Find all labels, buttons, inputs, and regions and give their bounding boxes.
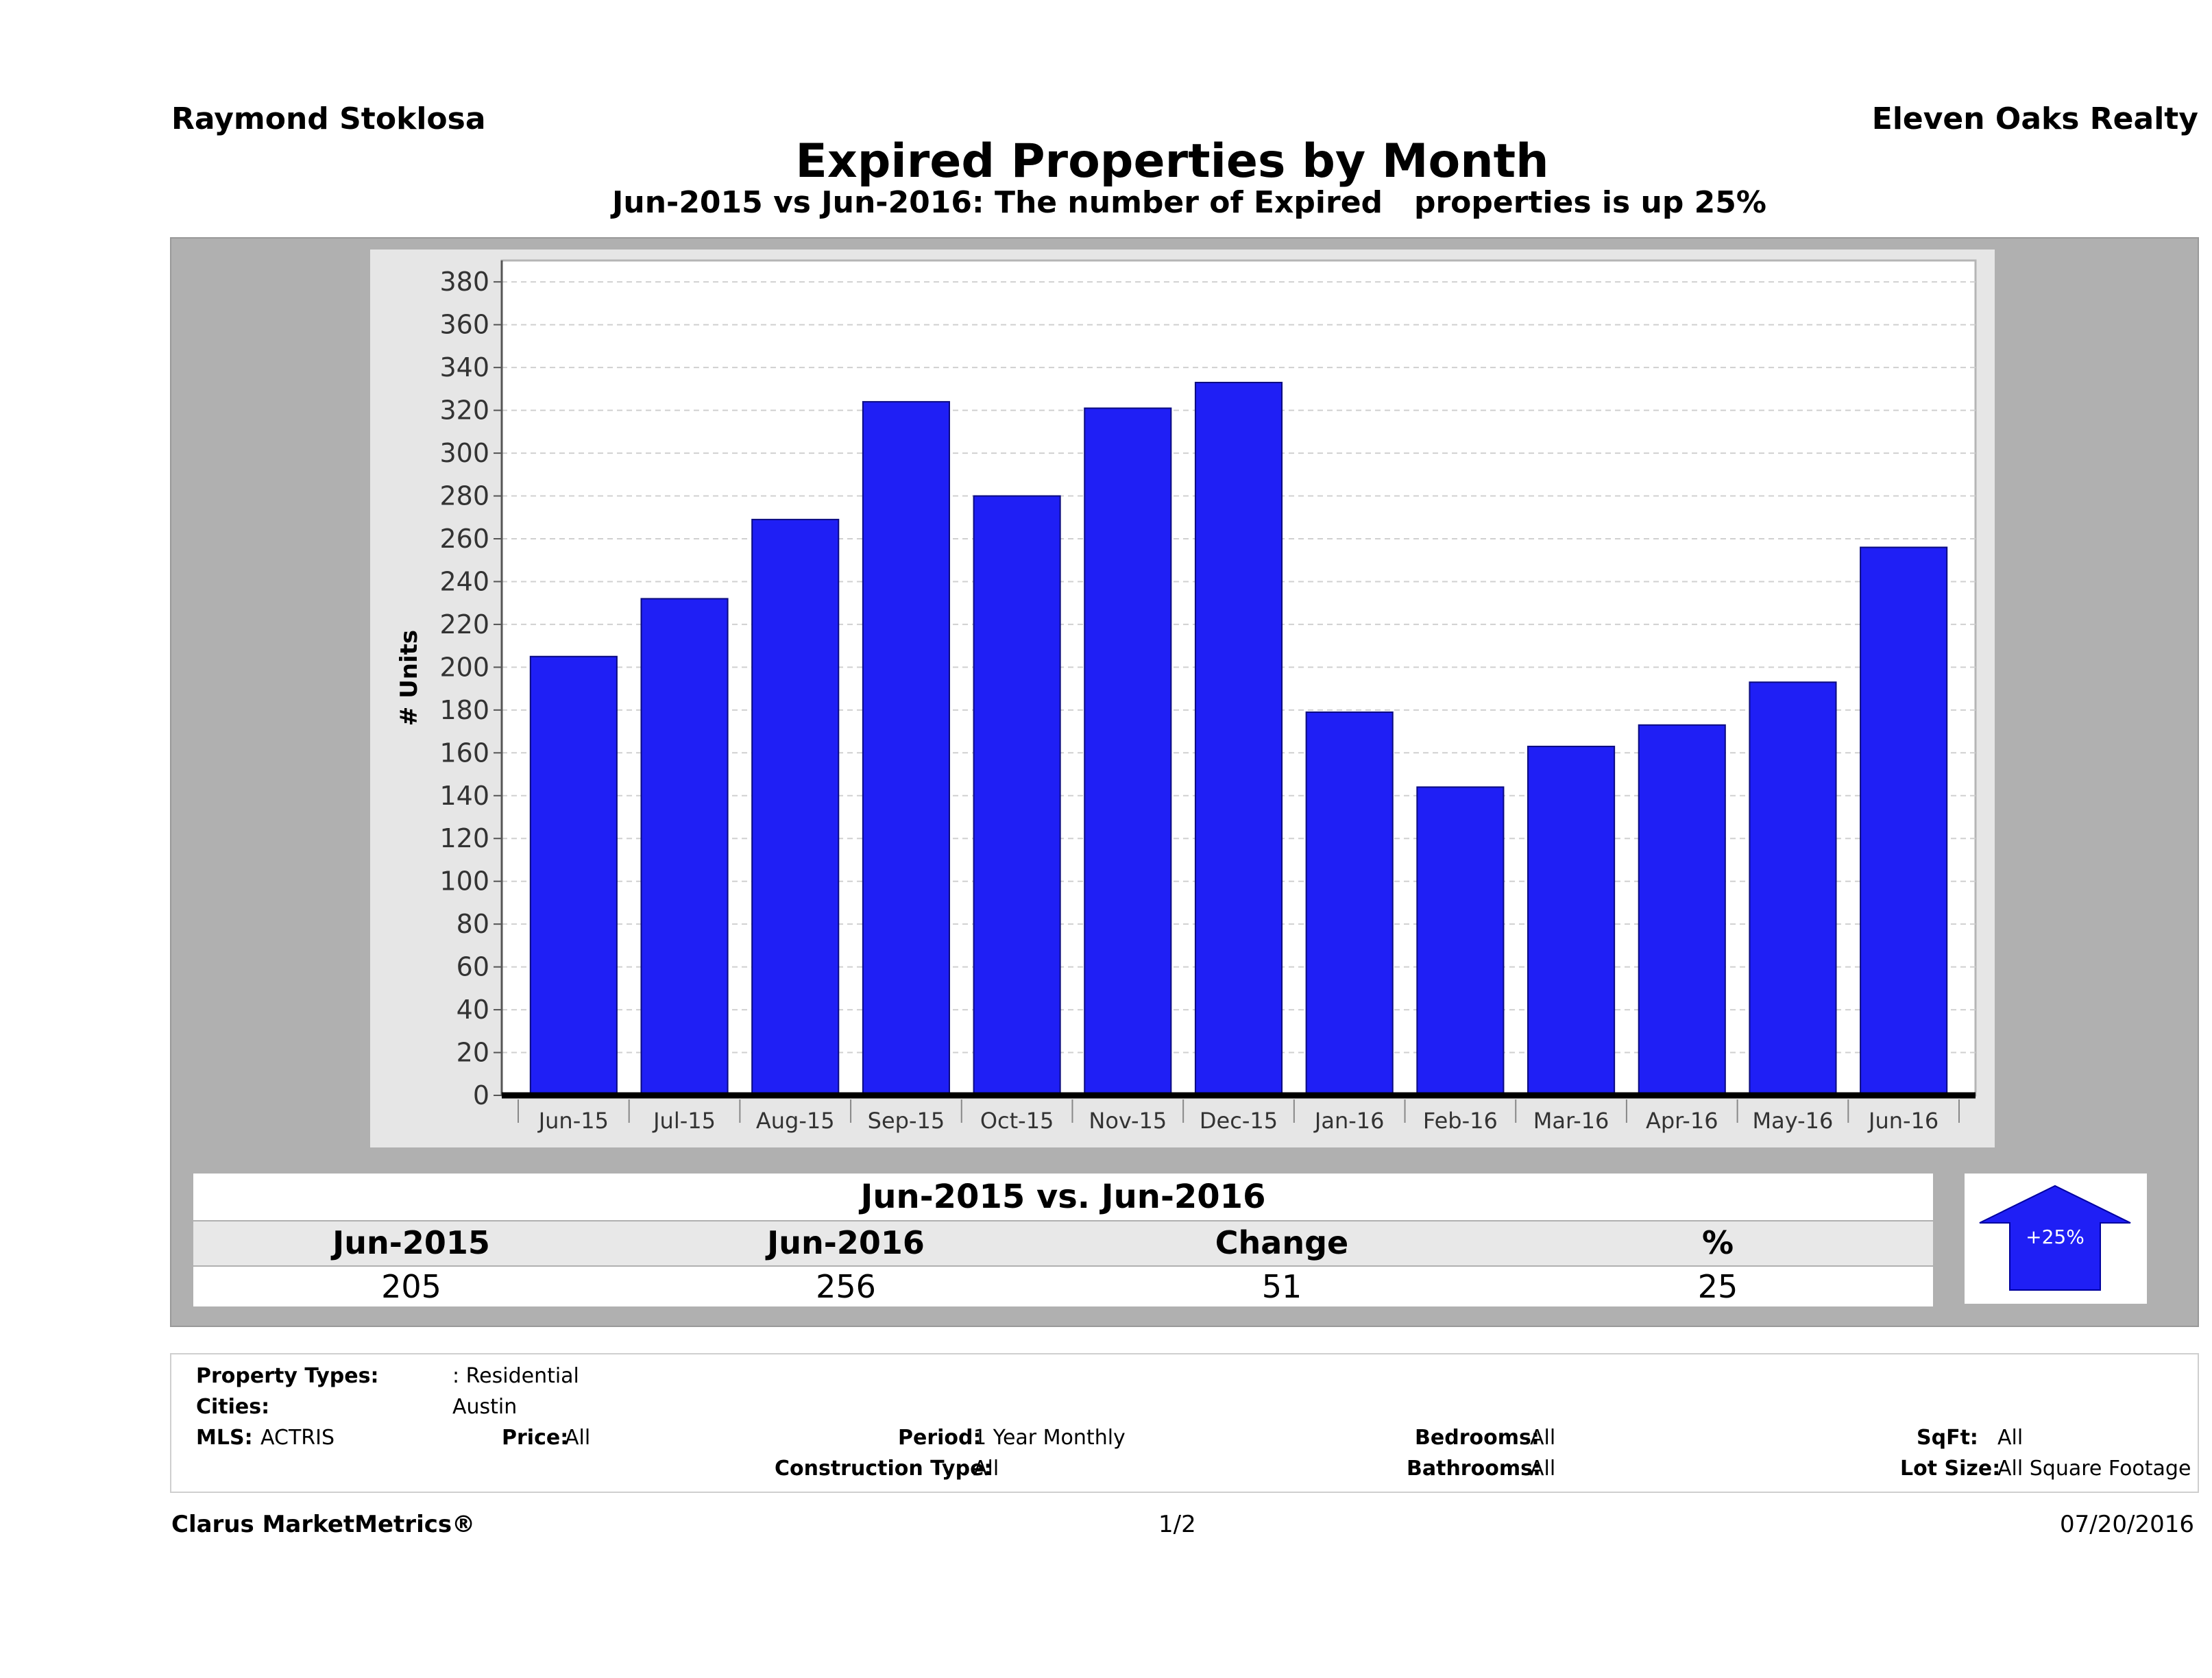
x-tick-label: Mar-16 <box>1533 1108 1609 1134</box>
x-tick-label: Jan-16 <box>1313 1108 1385 1134</box>
footer-date: 07/20/2016 <box>2060 1511 2194 1538</box>
chart-title: Expired Properties by Month <box>795 134 1549 189</box>
footer-page-number: 1/2 <box>1158 1511 1196 1538</box>
agent-name: Raymond Stoklosa <box>171 101 486 136</box>
filter-box <box>170 1353 2199 1493</box>
cities-value: Austin <box>452 1395 518 1419</box>
bedrooms-label: Bedrooms: <box>1415 1426 1540 1450</box>
y-tick-label: 180 <box>439 695 489 725</box>
x-tick-label: Jun-16 <box>1867 1108 1938 1134</box>
summary-header-percent: % <box>1701 1224 1734 1261</box>
sqft-label: SqFt: <box>1917 1426 1978 1450</box>
bar-dec-15 <box>1194 382 1283 1096</box>
bar-aug-15 <box>751 518 840 1096</box>
y-tick-label: 120 <box>439 823 489 853</box>
y-tick-label: 320 <box>439 396 489 426</box>
y-tick-label: 360 <box>439 310 489 340</box>
brokerage-name: Eleven Oaks Realty <box>1871 101 2198 136</box>
price-value: All <box>565 1426 591 1450</box>
y-tick-label: 40 <box>457 995 489 1025</box>
y-tick-label: 300 <box>439 438 489 468</box>
bar-chart: 0 20 40 60 80 100 120 140 160 180 200 220 240 260 280 3… <box>396 259 1977 1134</box>
bar-apr-16 <box>1638 724 1726 1096</box>
bedrooms-value: All <box>1530 1426 1556 1450</box>
summary-value-change: 51 <box>1261 1268 1302 1305</box>
y-tick-label: 160 <box>439 738 489 768</box>
y-tick-label: 380 <box>439 267 489 297</box>
change-badge: +25% <box>1965 1174 2147 1304</box>
mls-value: ACTRIS <box>260 1426 335 1450</box>
y-tick-label: 140 <box>439 781 489 811</box>
summary-value-start: 205 <box>381 1268 441 1305</box>
summary-header-start: Jun-2015 <box>332 1224 490 1261</box>
property-types-value: : Residential <box>452 1364 579 1388</box>
change-badge-label: +25% <box>2026 1226 2085 1248</box>
x-tick-label: Apr-16 <box>1646 1108 1718 1134</box>
y-tick-label: 60 <box>457 952 489 982</box>
up-arrow-icon: +25% <box>1979 1184 2131 1291</box>
chart-subtitle: Jun-2015 vs Jun-2016: The number of Expi… <box>612 185 1766 220</box>
y-tick-label: 200 <box>439 652 489 682</box>
construction-type-label: Construction Type: <box>775 1457 993 1481</box>
bar-sep-15 <box>862 401 950 1097</box>
x-tick-label: Oct-15 <box>980 1108 1054 1134</box>
y-axis-label: # Units <box>396 630 423 726</box>
summary-header-change: Change <box>1215 1224 1349 1261</box>
bar-nov-15 <box>1084 407 1172 1096</box>
y-tick-label: 220 <box>439 609 489 640</box>
bar-oct-15 <box>973 495 1061 1096</box>
y-tick-label: 0 <box>473 1080 489 1110</box>
bar-may-16 <box>1749 681 1837 1096</box>
summary-title: Jun-2015 vs. Jun-2016 <box>860 1178 1266 1216</box>
y-tick-label: 20 <box>457 1038 489 1068</box>
summary-value-end: 256 <box>816 1268 876 1305</box>
property-types-label: Property Types: <box>196 1364 379 1388</box>
x-tick-label: Jul-15 <box>652 1108 716 1134</box>
x-tick-label: Aug-15 <box>756 1108 835 1134</box>
bar-jul-15 <box>640 598 729 1096</box>
mls-label: MLS: <box>196 1426 253 1450</box>
summary-value-row <box>193 1267 1933 1306</box>
y-tick-label: 340 <box>439 352 489 382</box>
x-tick-label: Sep-15 <box>868 1108 945 1134</box>
bar-jan-16 <box>1305 711 1394 1096</box>
bathrooms-label: Bathrooms: <box>1407 1457 1541 1481</box>
footer-brand: Clarus MarketMetrics® <box>171 1511 476 1538</box>
summary-header-end: Jun-2016 <box>767 1224 925 1261</box>
bar-jun-16 <box>1860 546 1948 1096</box>
summary-header-row <box>193 1221 1933 1265</box>
y-tick-label: 280 <box>439 481 489 511</box>
summary-value-percent: 25 <box>1697 1268 1738 1305</box>
y-tick-label: 240 <box>439 566 489 596</box>
y-tick-label: 260 <box>439 524 489 554</box>
x-tick-label: Nov-15 <box>1089 1108 1167 1134</box>
x-tick-label: Dec-15 <box>1200 1108 1278 1134</box>
bathrooms-value: All <box>1530 1457 1556 1481</box>
sqft-value: All <box>1997 1426 2023 1450</box>
bar-mar-16 <box>1527 745 1616 1096</box>
cities-label: Cities: <box>196 1395 270 1419</box>
period-value: 1 Year Monthly <box>973 1426 1126 1450</box>
construction-type-value: All <box>973 1457 999 1481</box>
summary-title-row <box>193 1174 1933 1220</box>
price-label: Price: <box>502 1426 569 1450</box>
lot-size-label: Lot Size: <box>1900 1457 2001 1481</box>
x-tick-label: Feb-16 <box>1423 1108 1498 1134</box>
y-tick-label: 80 <box>457 909 489 939</box>
period-label: Period: <box>898 1426 982 1450</box>
x-tick-label: May-16 <box>1753 1108 1834 1134</box>
bar-jun-15 <box>529 655 618 1096</box>
bar-feb-16 <box>1416 786 1505 1096</box>
lot-size-value: All Square Footage <box>1997 1457 2191 1481</box>
y-tick-label: 100 <box>439 866 489 897</box>
x-tick-label: Jun-15 <box>537 1108 609 1134</box>
